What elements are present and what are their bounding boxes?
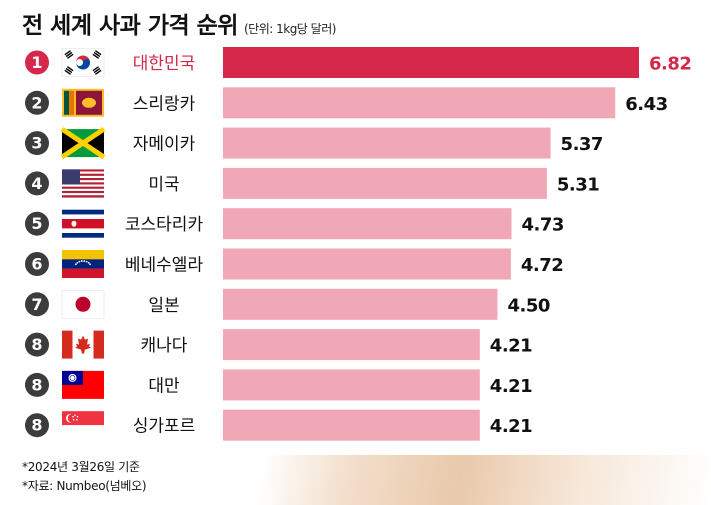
bar [223, 329, 480, 361]
category-label: 미국 [148, 175, 179, 195]
rank-badge [25, 131, 49, 156]
rank-number: 5 [31, 214, 42, 233]
chart-header: 전 세계 사과 가격 순위 (단위: 1kg당 달러) [22, 6, 336, 40]
date-note: *2024년 3월26일 기준 [22, 460, 140, 474]
rank-badge [25, 252, 49, 276]
rank-number: 2 [31, 93, 42, 112]
rank-badge [25, 50, 49, 75]
category-label: 대만 [148, 376, 180, 396]
rank-badge [25, 332, 49, 357]
rank-number: 6 [31, 255, 42, 274]
rank-number: 8 [31, 375, 42, 394]
flag-taiwan-icon [62, 370, 104, 399]
category-label: 싱가포르 [133, 417, 196, 437]
category-label: 캐나다 [141, 336, 188, 356]
notes: *2024년 3월26일 기준 *자료: Numbeo(넘베오) [22, 458, 147, 496]
rank-badge [25, 171, 49, 196]
chart-row: 6 베네수엘라 4.72 [25, 248, 564, 280]
flag-jamaica-icon [60, 127, 106, 160]
unit-label: (단위: 1kg당 달러) [243, 22, 336, 36]
flag-usa-icon [62, 169, 104, 198]
chart-row: 5 코스타리카 4.73 [25, 208, 564, 240]
flag-costa-rica-icon [62, 209, 104, 238]
rank-number: 1 [31, 53, 42, 72]
rank-number: 4 [31, 174, 42, 193]
flag-venezuela-icon [62, 250, 104, 278]
bar [223, 87, 616, 119]
value-label: 4.73 [522, 215, 564, 236]
chart-row: 8 캐나다 4.21 [25, 329, 533, 361]
rank-badge [25, 372, 49, 397]
chart-row: 7 일본 4.50 [25, 288, 550, 320]
bar [223, 167, 547, 199]
rank-badge [25, 90, 49, 115]
chart-row: 2 스리랑카 6.43 [25, 87, 668, 119]
value-label: 4.50 [507, 295, 549, 316]
chart-row: 8 싱가포르 4.21 [25, 409, 533, 441]
rank-number: 8 [31, 335, 42, 354]
rank-number: 7 [31, 295, 42, 314]
chart-row: 1 대한민국 6.82 [25, 47, 692, 78]
bar [223, 47, 639, 78]
background-wood-texture [150, 455, 711, 505]
category-label: 코스타리카 [125, 215, 204, 235]
rank-number: 3 [31, 134, 42, 153]
flag-singapore-icon [62, 411, 104, 440]
flag-canada-icon [62, 330, 104, 359]
flag-japan-icon [61, 290, 105, 319]
value-label: 4.21 [490, 336, 532, 357]
category-label: 대한민국 [133, 54, 196, 74]
chart-row: 3 자메이카 5.37 [25, 127, 603, 160]
value-label: 4.21 [490, 416, 532, 437]
bar [223, 409, 480, 441]
value-label: 5.31 [557, 174, 599, 195]
value-label: 4.72 [521, 255, 563, 276]
bar [223, 208, 512, 240]
value-label: 6.82 [649, 54, 691, 75]
source-note: *자료: Numbeo(넘베오) [22, 479, 147, 493]
value-label: 4.21 [490, 376, 532, 397]
rank-badge [25, 413, 49, 438]
rank-badge [25, 292, 49, 317]
category-label: 자메이카 [133, 135, 196, 155]
chart-row: 4 미국 5.31 [25, 167, 600, 199]
rank-number: 8 [31, 416, 42, 435]
bar [223, 127, 551, 159]
category-label: 일본 [148, 296, 179, 316]
category-label: 베네수엘라 [125, 256, 204, 276]
chart-title: 전 세계 사과 가격 순위 [22, 13, 238, 39]
bar [223, 248, 511, 280]
bar [223, 369, 480, 401]
value-label: 6.43 [625, 94, 667, 115]
value-label: 5.37 [561, 134, 603, 155]
category-label: 스리랑카 [133, 94, 196, 114]
flag-sri-lanka-icon [62, 88, 104, 117]
bar [223, 288, 498, 320]
rank-badge [25, 211, 49, 236]
chart-row: 8 대만 4.21 [25, 369, 533, 401]
flag-korea-icon [61, 48, 105, 77]
